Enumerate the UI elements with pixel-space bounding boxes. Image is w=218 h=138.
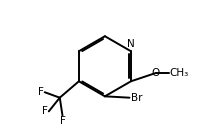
Text: N: N: [127, 39, 135, 49]
Text: F: F: [38, 87, 44, 97]
Text: CH₃: CH₃: [170, 68, 189, 78]
Text: Br: Br: [131, 93, 142, 103]
Text: F: F: [42, 106, 48, 116]
Text: F: F: [60, 116, 65, 126]
Text: O: O: [151, 68, 160, 78]
